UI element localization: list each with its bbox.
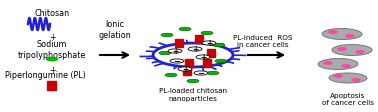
Ellipse shape xyxy=(322,29,362,40)
Circle shape xyxy=(207,72,219,75)
Text: PL-induced  ROS
in cancer cells: PL-induced ROS in cancer cells xyxy=(233,35,293,48)
Ellipse shape xyxy=(332,45,372,56)
Circle shape xyxy=(329,31,337,34)
Circle shape xyxy=(161,34,173,37)
Circle shape xyxy=(356,51,364,54)
Text: Piperlongumine (PL): Piperlongumine (PL) xyxy=(5,70,86,79)
Circle shape xyxy=(202,42,216,46)
Circle shape xyxy=(201,32,213,36)
Bar xyxy=(203,59,211,67)
Circle shape xyxy=(352,79,360,81)
Circle shape xyxy=(179,28,191,31)
Ellipse shape xyxy=(318,59,358,70)
Bar xyxy=(185,59,193,67)
Bar xyxy=(47,81,56,90)
Text: +: + xyxy=(49,65,55,74)
Text: Apoptosis
of cancer cells: Apoptosis of cancer cells xyxy=(322,92,374,106)
Text: Ionic
gelation: Ionic gelation xyxy=(99,20,132,40)
Circle shape xyxy=(187,80,199,83)
Ellipse shape xyxy=(329,73,367,83)
Text: −: − xyxy=(197,69,204,78)
Circle shape xyxy=(194,71,208,75)
Circle shape xyxy=(338,48,346,51)
Bar xyxy=(207,50,215,57)
Circle shape xyxy=(342,65,350,68)
Bar xyxy=(183,67,191,75)
Circle shape xyxy=(46,58,57,61)
Circle shape xyxy=(165,74,177,77)
Circle shape xyxy=(213,44,225,47)
Text: +: + xyxy=(200,53,206,62)
Bar xyxy=(195,36,203,44)
Circle shape xyxy=(346,36,354,38)
Circle shape xyxy=(178,67,192,71)
Circle shape xyxy=(215,60,227,63)
Text: +: + xyxy=(192,45,198,54)
Bar xyxy=(175,40,183,48)
Circle shape xyxy=(153,44,233,67)
Circle shape xyxy=(324,62,332,65)
Text: PL-loaded chitosan
nanoparticles: PL-loaded chitosan nanoparticles xyxy=(159,88,227,101)
Text: +: + xyxy=(182,65,188,74)
Text: +: + xyxy=(172,47,178,56)
Circle shape xyxy=(168,50,182,54)
Text: +: + xyxy=(49,33,55,42)
Text: −: − xyxy=(174,57,181,66)
Text: +: + xyxy=(206,39,212,48)
Circle shape xyxy=(334,75,342,78)
Text: Chitosan: Chitosan xyxy=(34,9,70,18)
Circle shape xyxy=(196,55,210,60)
Circle shape xyxy=(159,52,171,55)
Circle shape xyxy=(170,59,184,64)
Circle shape xyxy=(188,47,202,52)
Text: Sodium
tripolyphosphate: Sodium tripolyphosphate xyxy=(18,40,86,60)
